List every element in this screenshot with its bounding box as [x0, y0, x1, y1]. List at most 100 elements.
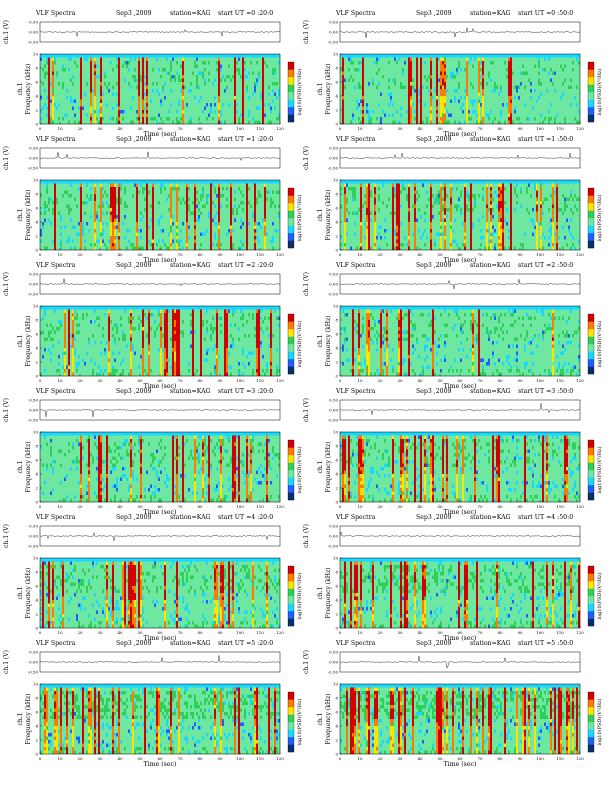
spectrogram-cell	[222, 54, 225, 58]
spectrogram-cell	[578, 82, 581, 86]
spectrogram-cell	[248, 82, 251, 86]
spectrogram-cell	[182, 78, 185, 83]
spectrogram-cell	[526, 68, 529, 72]
spectrogram-cell	[158, 113, 161, 118]
spectrogram-cell	[460, 68, 463, 72]
time-tick-label: 20	[377, 126, 383, 131]
spectrogram-cell	[568, 106, 571, 111]
spectrogram-cell	[62, 85, 65, 90]
spectrogram-cell	[504, 71, 507, 76]
spectrogram-cell	[178, 96, 181, 100]
spectrogram-cell	[276, 61, 279, 65]
spectrogram-cell	[190, 54, 193, 58]
spectrogram-cell	[258, 106, 261, 111]
spectrogram-cell	[472, 61, 475, 65]
spectrogram-cell	[370, 85, 373, 90]
spectrogram-cell	[272, 96, 275, 100]
spectrogram-cell	[128, 71, 131, 76]
spectrogram-cell	[432, 75, 435, 79]
spectrogram-cell	[502, 64, 505, 69]
spectrogram-cell	[472, 89, 475, 93]
spectrogram-cell	[376, 64, 379, 69]
spectrogram-cell	[570, 64, 573, 69]
spectrogram-cell	[116, 89, 119, 93]
spectrogram-cell	[206, 117, 209, 121]
spectrogram-cell	[64, 99, 67, 104]
spectrogram-cell	[526, 54, 529, 58]
spectrogram-cell	[470, 117, 473, 121]
spectrogram-cell	[420, 68, 423, 72]
spectrogram-cell	[94, 103, 97, 107]
time-tick-label: 90	[217, 126, 223, 131]
colorbar-segment	[588, 69, 594, 78]
spectrogram-cell	[190, 82, 193, 86]
spectrogram-cell	[352, 61, 355, 65]
spectrogram-cell	[140, 85, 143, 90]
spectrogram-cell	[260, 57, 263, 62]
spectrogram-cell	[528, 113, 531, 118]
spectrogram-cell	[126, 64, 129, 69]
spectrogram-cell	[194, 78, 197, 83]
spectrogram-cell	[384, 106, 387, 111]
spectrogram-cell	[420, 89, 423, 93]
spectrogram-cell	[400, 110, 403, 114]
spectrogram-cell	[166, 89, 169, 93]
spectrogram-cell	[464, 82, 467, 86]
spectrogram-cell	[42, 82, 45, 86]
spectrogram-cell	[452, 75, 455, 79]
spectrogram-cell	[530, 78, 533, 83]
spectrogram-cell	[342, 113, 345, 118]
spectrogram-cell	[52, 78, 55, 83]
spectrogram-cell	[450, 68, 453, 72]
spectrogram-cell	[120, 96, 123, 100]
vlf-panel: VLF Spectra Sep3 ,2009 station=KAG start UT…	[300, 6, 606, 138]
spectrogram-cell	[494, 54, 497, 58]
spectrogram-cell	[552, 75, 555, 79]
spectrogram-cell	[164, 92, 167, 97]
spectrogram-cell	[260, 89, 263, 93]
spectrogram-cell	[550, 78, 553, 83]
spectrogram-cell	[468, 54, 471, 58]
time-tick-label: 30	[97, 126, 103, 131]
spectrogram-cell	[232, 117, 235, 121]
spectrogram-cell	[114, 117, 117, 121]
time-xlabel: Time (sec)	[444, 131, 477, 138]
spectrogram-cell	[456, 110, 459, 114]
spectrogram-cell	[56, 75, 59, 79]
spectrogram-cell	[512, 75, 515, 79]
spectrogram-cell	[446, 99, 449, 104]
spectrogram-cell	[184, 89, 187, 93]
spectrogram-cell	[550, 99, 553, 104]
spectrogram-cell	[446, 75, 449, 79]
spectrogram-cell	[392, 57, 395, 62]
spectrogram-cell	[206, 99, 209, 104]
spectrogram-cell	[108, 85, 111, 90]
spectrogram-cell	[40, 106, 43, 111]
spectrogram-cell	[442, 96, 445, 100]
spectrogram-cell	[82, 89, 85, 93]
spectrogram-cell	[236, 89, 239, 93]
spectrogram-cell	[488, 57, 491, 62]
spectrogram-cell	[464, 61, 467, 65]
spectrogram-cell	[58, 96, 61, 100]
time-tick-label: 50	[137, 126, 143, 131]
spectrogram-cell	[202, 103, 205, 107]
spectrogram-cell	[500, 103, 503, 107]
spectrogram-cell	[522, 113, 525, 118]
spectrogram-cell	[184, 71, 187, 76]
spectrogram-cell	[270, 54, 273, 58]
spectrogram-cell	[80, 117, 83, 121]
spectrogram-cell	[50, 75, 53, 79]
spectrogram-cell	[478, 103, 481, 107]
spectrogram-cell	[156, 89, 159, 93]
spectrogram-cell	[446, 106, 449, 111]
spectrogram-cell	[374, 85, 377, 90]
spectrogram-cell	[168, 78, 171, 83]
spectrogram-cell	[88, 68, 91, 72]
spectrogram-cell	[434, 103, 437, 107]
spectrogram-cell	[498, 103, 501, 107]
spectrogram-cell	[506, 117, 509, 121]
spectrogram-cell	[228, 99, 231, 104]
spectrogram-cell	[118, 71, 121, 76]
spectrogram-cell	[242, 113, 245, 118]
